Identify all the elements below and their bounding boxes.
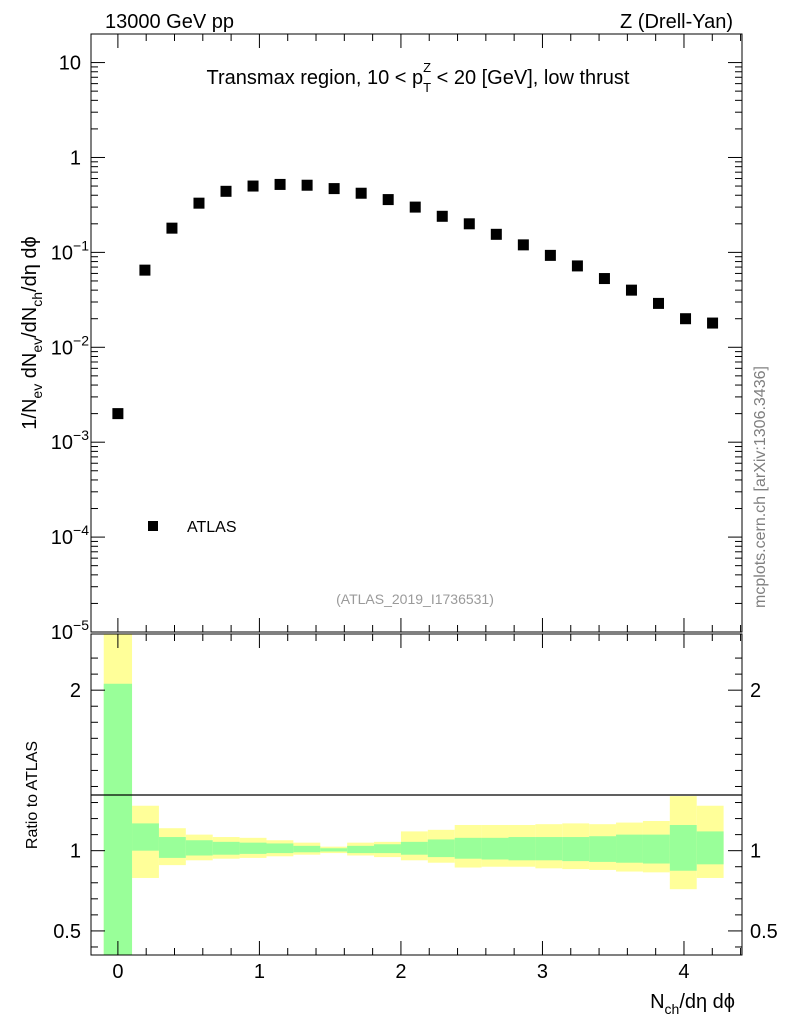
ratio-band-stat (347, 845, 375, 854)
atlas-data-point (544, 249, 556, 261)
ratio-band-stat (185, 840, 213, 856)
atlas-data-point (517, 239, 529, 251)
atlas-data-point (382, 194, 394, 206)
analysis-id-label: (ATLAS_2019_I1736531) (336, 591, 494, 607)
atlas-data-point (598, 273, 610, 285)
ratio-band-stat (212, 841, 240, 855)
atlas-data-point (112, 408, 124, 420)
ratio-y-axis-label: Ratio to ATLAS (24, 741, 41, 849)
x-tick-label: 4 (678, 961, 689, 983)
ratio-band-stat (158, 837, 186, 858)
ratio-band-stat (400, 841, 428, 855)
atlas-data-point (680, 313, 692, 325)
main-plot-ticks: 10 1 10−1 10−2 10−3 10−4 10−5 (51, 34, 742, 644)
ratio-band-stat (696, 831, 724, 865)
ratio-band-stat (454, 837, 482, 859)
legend-marker-atlas (148, 521, 158, 531)
x-tick-label: 1 (254, 961, 265, 983)
ratio-y-tick-label-right: 0.5 (750, 921, 778, 943)
ratio-y-tick-label-right: 1 (750, 841, 761, 863)
y-tick-label: 10−3 (51, 427, 89, 454)
plot-title: Transmax region, 10 < pZ T < 20 [GeV], lo… (207, 60, 630, 95)
ratio-y-tick-label-right: 2 (750, 680, 761, 702)
atlas-data-point (274, 178, 286, 190)
atlas-data-point (625, 284, 637, 296)
x-axis-label: Nch/dη dϕ (650, 991, 735, 1017)
ratio-y-tick-label: 1 (70, 841, 81, 863)
atlas-data-point (436, 210, 448, 222)
ratio-band-stat (427, 839, 455, 858)
y-tick-label: 10−2 (51, 332, 89, 359)
ratio-plot-frame (90, 633, 743, 956)
x-tick-label: 2 (395, 961, 406, 983)
y-tick-label: 10−4 (51, 522, 89, 549)
ratio-band-stat (239, 842, 267, 854)
atlas-data-point (301, 179, 313, 191)
ratio-band-stat (320, 848, 348, 852)
ratio-band-stat (535, 837, 563, 861)
y-tick-label: 10−1 (51, 237, 89, 264)
atlas-data-point (571, 260, 583, 272)
x-tick-label: 3 (537, 961, 548, 983)
atlas-data-point (653, 297, 665, 309)
ratio-band-stat (132, 823, 159, 851)
atlas-data-point (193, 197, 205, 209)
ratio-band-stat (266, 843, 294, 854)
legend: ATLAS (148, 519, 237, 536)
ratio-band-stat (293, 845, 321, 853)
ratio-band-stat (374, 844, 401, 854)
atlas-data-point (328, 183, 340, 195)
main-plot-frame (90, 33, 743, 633)
ratio-band-stat (508, 837, 536, 861)
source-watermark: mcplots.cern.ch [arXiv:1306.3436] (752, 366, 769, 608)
y-tick-label: 10 (59, 53, 81, 75)
ratio-band-stat (103, 683, 133, 955)
atlas-data-point (220, 185, 232, 197)
ratio-band-stat (589, 836, 617, 862)
atlas-data-markers (112, 178, 719, 420)
y-tick-label: 10−5 (51, 617, 89, 644)
ratio-y-tick-label: 2 (70, 680, 81, 702)
x-tick-label: 0 (112, 961, 123, 983)
main-plot-panel: 10 1 10−1 10−2 10−3 10−4 10−5 Transmax region,… (19, 33, 743, 644)
atlas-data-point (247, 180, 259, 192)
atlas-data-point (409, 201, 421, 213)
ratio-band-stat (616, 834, 643, 863)
ratio-y-tick-label: 0.5 (53, 921, 81, 943)
atlas-data-point (139, 264, 151, 276)
ratio-band-stat (642, 834, 670, 864)
ratio-plot-panel: 2 2 1 1 0.5 0.5 0 1 2 3 4 Ratio to ATLAS Nch/dη dϕ (24, 633, 778, 1017)
energy-label: 13000 GeV pp (105, 11, 234, 33)
legend-label-atlas: ATLAS (187, 519, 237, 536)
atlas-data-point (355, 187, 367, 199)
ratio-band-stat (481, 837, 509, 860)
atlas-data-point (490, 228, 502, 240)
ratio-band-stat (669, 824, 697, 871)
atlas-data-point (166, 222, 178, 234)
ratio-uncertainty-bands (103, 634, 724, 955)
atlas-data-point (707, 317, 719, 329)
atlas-data-point (463, 218, 475, 230)
ratio-band-stat (562, 837, 590, 862)
y-tick-label: 1 (70, 147, 81, 169)
process-label: Z (Drell-Yan) (620, 11, 733, 33)
ratio-plot-ticks: 2 2 1 1 0.5 0.5 0 1 2 3 4 (53, 634, 778, 983)
